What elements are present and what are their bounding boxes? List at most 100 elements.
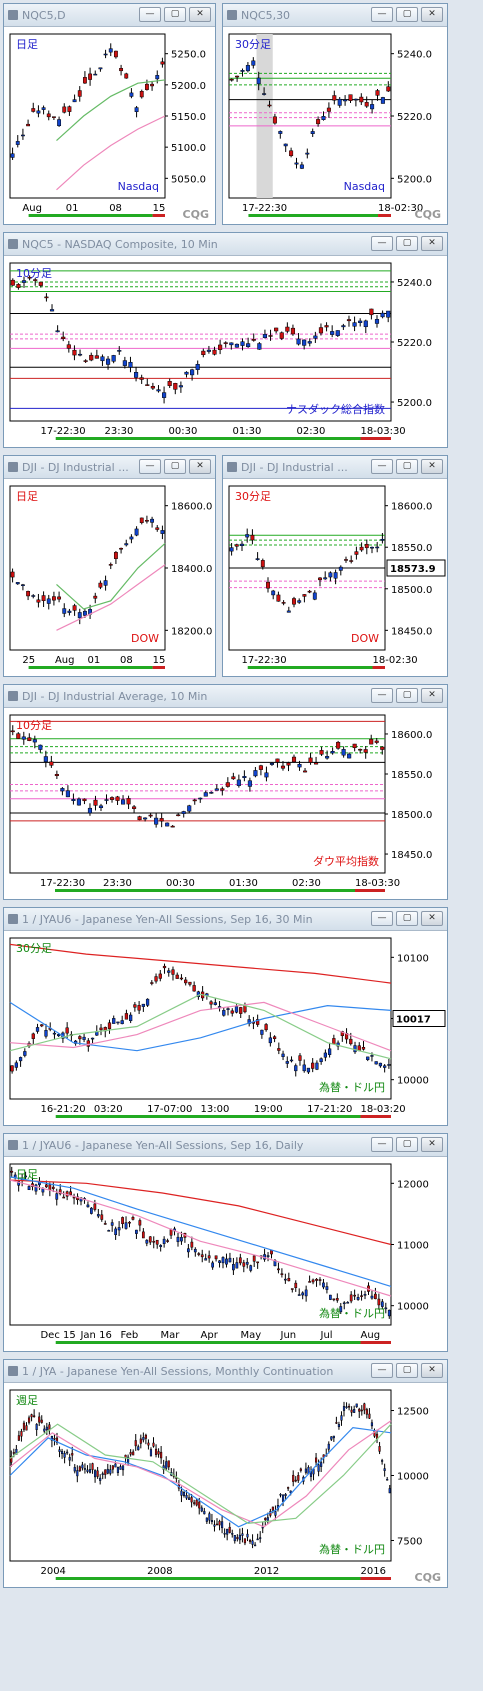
candle (201, 348, 206, 358)
plot-frame (9, 1163, 392, 1326)
candle (261, 1521, 264, 1534)
candle (193, 1499, 196, 1506)
chart-window-w5[interactable]: DJI - DJ Industrial ... — ▢ ✕ 18600.0 18550.0… (222, 455, 448, 677)
close-icon[interactable]: ✕ (189, 459, 211, 474)
chart-window-w3[interactable]: NQC5 - NASDAQ Composite, 10 Min — ▢ ✕ 5240.0… (3, 232, 448, 448)
candle (355, 1403, 358, 1408)
candle (297, 760, 302, 771)
maximize-icon[interactable]: ▢ (396, 7, 418, 22)
x-tick-label: 00:30 (166, 878, 195, 889)
chart-window-w2[interactable]: NQC5,30 — ▢ ✕ 5240.0 5220.0 5200.0 17-22:30 18-0… (222, 3, 448, 225)
window-menu-icon[interactable] (8, 1366, 18, 1376)
x-tick-label: 23:30 (104, 426, 133, 437)
title-bar[interactable]: DJI - DJ Industrial ... — ▢ ✕ (223, 456, 447, 479)
candle (134, 1434, 137, 1451)
close-icon[interactable]: ✕ (421, 911, 443, 926)
window-menu-icon[interactable] (8, 462, 18, 472)
maximize-icon[interactable]: ▢ (396, 459, 418, 474)
window-menu-icon[interactable] (8, 1140, 18, 1150)
candle (374, 1061, 378, 1065)
candle (332, 1298, 336, 1302)
minimize-icon[interactable]: — (139, 7, 161, 22)
candle (374, 738, 379, 745)
maximize-icon[interactable]: ▢ (396, 1363, 418, 1378)
last-price: 18573.9 (390, 564, 436, 575)
candle (335, 1293, 339, 1303)
title-bar[interactable]: NQC5 - NASDAQ Composite, 10 Min — ▢ ✕ (4, 233, 447, 256)
candle (159, 1244, 163, 1252)
chart-window-w6[interactable]: DJI - DJ Industrial Average, 10 Min — ▢ ✕ 18… (3, 684, 448, 900)
x-tick-label: 19:00 (254, 1104, 283, 1115)
candle (46, 594, 51, 610)
candle (116, 1466, 120, 1476)
minimize-icon[interactable]: — (371, 459, 393, 474)
title-bar[interactable]: 1 / JYA - Japanese Yen-All Sessions, Mon… (4, 1360, 447, 1383)
close-icon[interactable]: ✕ (189, 7, 211, 22)
close-icon[interactable]: ✕ (421, 236, 443, 251)
minimize-icon[interactable]: — (371, 236, 393, 251)
candle (30, 1413, 33, 1422)
close-icon[interactable]: ✕ (421, 1137, 443, 1152)
close-icon[interactable]: ✕ (421, 688, 443, 703)
title-bar[interactable]: DJI - DJ Industrial Average, 10 Min — ▢ ✕ (4, 685, 447, 708)
y-tick-label: 5250.0 (171, 50, 206, 61)
minimize-icon[interactable]: — (371, 1363, 393, 1378)
candle (121, 1465, 125, 1476)
candle (116, 1021, 120, 1025)
candle (91, 1462, 94, 1474)
maximize-icon[interactable]: ▢ (164, 459, 186, 474)
chart-window-w9[interactable]: 1 / JYA - Japanese Yen-All Sessions, Mon… (3, 1359, 448, 1588)
candle (50, 1435, 53, 1448)
window-menu-icon[interactable] (8, 10, 18, 20)
title-bar[interactable]: NQC5,30 — ▢ ✕ (223, 4, 447, 27)
maximize-icon[interactable]: ▢ (164, 7, 186, 22)
title-bar[interactable]: NQC5,D — ▢ ✕ (4, 4, 215, 27)
chart-window-w8[interactable]: 1 / JYAU6 - Japanese Yen-All Sessions, S… (3, 1133, 448, 1352)
y-tick-label: 5200.0 (171, 81, 206, 92)
candle (359, 542, 364, 552)
close-icon[interactable]: ✕ (421, 7, 443, 22)
close-icon[interactable]: ✕ (421, 459, 443, 474)
candle (336, 740, 341, 750)
maximize-icon[interactable]: ▢ (396, 688, 418, 703)
window-menu-icon[interactable] (227, 10, 237, 20)
candle (99, 1024, 103, 1036)
candle (171, 966, 175, 981)
candle (124, 1009, 129, 1020)
window-menu-icon[interactable] (227, 462, 237, 472)
candle (90, 1207, 93, 1215)
candle (203, 1507, 206, 1515)
window-menu-icon[interactable] (8, 914, 18, 924)
candle (20, 128, 25, 140)
close-icon[interactable]: ✕ (421, 1363, 443, 1378)
minimize-icon[interactable]: — (371, 1137, 393, 1152)
candle (257, 341, 262, 350)
title-bar[interactable]: 1 / JYAU6 - Japanese Yen-All Sessions, S… (4, 908, 447, 931)
candle (115, 795, 120, 806)
candle (264, 766, 269, 782)
timeframe-label: 10分足 (16, 267, 52, 280)
title-bar[interactable]: DJI - DJ Industrial ... — ▢ ✕ (4, 456, 215, 479)
moving-average-line (9, 1423, 392, 1525)
minimize-icon[interactable]: — (139, 459, 161, 474)
window-menu-icon[interactable] (8, 691, 18, 701)
chart-window-w1[interactable]: NQC5,D — ▢ ✕ 5250.0 5200.0 5150.0 5100.0 5050.0 A… (3, 3, 216, 225)
maximize-icon[interactable]: ▢ (396, 236, 418, 251)
window-title: NQC5,30 (241, 9, 291, 22)
maximize-icon[interactable]: ▢ (396, 1137, 418, 1152)
y-tick-label: 18450.0 (391, 850, 432, 861)
minimize-icon[interactable]: — (371, 7, 393, 22)
candle (67, 105, 72, 116)
minimize-icon[interactable]: — (371, 911, 393, 926)
maximize-icon[interactable]: ▢ (396, 911, 418, 926)
chart-window-w7[interactable]: 1 / JYAU6 - Japanese Yen-All Sessions, S… (3, 907, 448, 1126)
minimize-icon[interactable]: — (371, 688, 393, 703)
x-tick-label: 17-21:20 (307, 1104, 352, 1115)
window-menu-icon[interactable] (8, 239, 18, 249)
candle (294, 1476, 297, 1483)
chart-window-w4[interactable]: DJI - DJ Industrial ... — ▢ ✕ 18600.0 18400.0… (3, 455, 216, 677)
candle (101, 1471, 104, 1480)
candle (87, 803, 93, 816)
title-bar[interactable]: 1 / JYAU6 - Japanese Yen-All Sessions, S… (4, 1134, 447, 1157)
candle (358, 1407, 361, 1418)
